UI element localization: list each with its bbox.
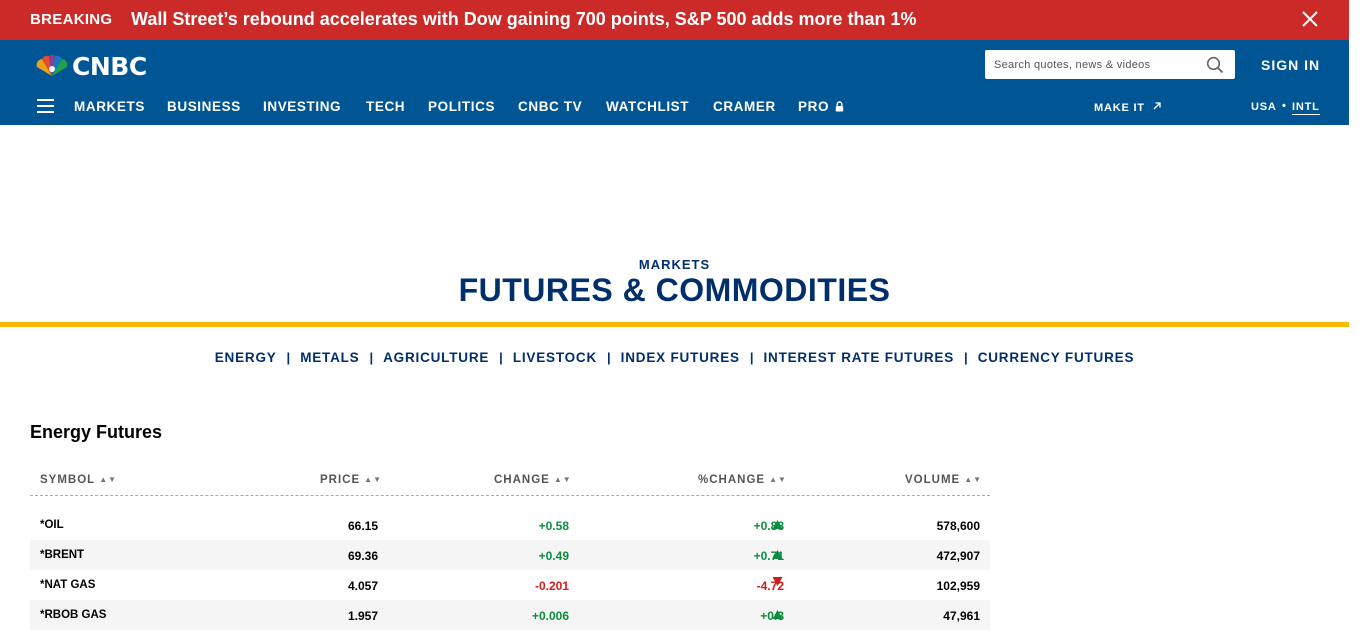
make-it-label: MAKE IT xyxy=(1094,102,1145,114)
nav-cnbc-tv[interactable]: CNBC TV xyxy=(518,99,583,114)
subnav-agriculture[interactable]: AGRICULTURE xyxy=(383,350,490,365)
nav-business[interactable]: BUSINESS xyxy=(167,99,241,114)
subnav-metals[interactable]: METALS xyxy=(300,350,360,365)
symbol-link[interactable]: *RBOB GAS xyxy=(40,609,107,621)
breaking-tag: BREAKING xyxy=(30,11,113,28)
symbol-link[interactable]: *NAT GAS xyxy=(40,579,96,591)
sign-in-button[interactable]: SIGN IN xyxy=(1261,57,1321,73)
nav-watchlist[interactable]: WATCHLIST xyxy=(606,99,690,114)
region-intl[interactable]: INTL xyxy=(1292,101,1320,115)
subnav-currency-futures[interactable]: CURRENCY FUTURES xyxy=(977,350,1135,365)
table-row: *BRENT 69.36 +0.49 +0.71 472,907 xyxy=(30,540,990,570)
subnav-interest-rate-futures[interactable]: INTEREST RATE FUTURES xyxy=(763,350,955,365)
subnav-separator: | xyxy=(607,350,611,365)
make-it-link[interactable]: MAKE IT xyxy=(1094,101,1162,114)
subnav-index-futures[interactable]: INDEX FUTURES xyxy=(620,350,740,365)
column-price[interactable]: PRICE ▲▼ xyxy=(320,474,382,486)
search-icon[interactable] xyxy=(1206,56,1224,74)
section-kicker[interactable]: MARKETS xyxy=(638,257,711,272)
price-cell: 69.36 xyxy=(347,549,378,563)
column-volume-label: VOLUME xyxy=(905,474,961,486)
sort-icon: ▲▼ xyxy=(769,475,787,484)
sort-icon: ▲▼ xyxy=(99,475,118,484)
subnav-energy[interactable]: ENERGY xyxy=(214,350,277,365)
subnav-separator: | xyxy=(286,350,291,365)
subnav-separator: | xyxy=(499,350,503,365)
nav-tech[interactable]: TECH xyxy=(366,99,406,114)
nav-pro-label: PRO xyxy=(798,99,830,114)
down-arrow-icon xyxy=(772,577,783,586)
cnbc-logo[interactable]: CNBC xyxy=(34,51,147,81)
divider xyxy=(0,322,1349,327)
symbol-link[interactable]: *OIL xyxy=(40,519,64,531)
close-icon[interactable] xyxy=(1298,7,1322,31)
column-price-label: PRICE xyxy=(320,474,361,486)
column-symbol[interactable]: SYMBOL ▲▼ xyxy=(40,474,117,486)
price-cell: 66.15 xyxy=(347,519,378,533)
volume-cell: 578,600 xyxy=(936,519,980,533)
price-cell: 1.957 xyxy=(347,609,378,623)
search-input[interactable] xyxy=(985,50,1200,79)
table-body: *OIL 66.15 +0.58 +0.88 578,600 *BRENT 69… xyxy=(30,510,990,630)
sort-icon: ▲▼ xyxy=(964,475,983,484)
volume-cell: 102,959 xyxy=(936,579,980,593)
page-title: FUTURES & COMMODITIES xyxy=(458,272,891,308)
sort-icon: ▲▼ xyxy=(553,475,572,484)
subnav-separator: | xyxy=(369,350,374,365)
up-arrow-icon xyxy=(772,610,783,619)
menu-icon[interactable] xyxy=(37,99,54,113)
subnav-livestock[interactable]: LIVESTOCK xyxy=(512,350,598,365)
column-change[interactable]: CHANGE ▲▼ xyxy=(494,474,572,486)
region-usa[interactable]: USA xyxy=(1251,101,1277,113)
nav-pro[interactable]: PRO xyxy=(798,99,844,114)
table-title: Energy Futures xyxy=(30,422,163,442)
change-cell: +0.49 xyxy=(538,549,569,563)
peacock-icon xyxy=(36,55,68,76)
column-pct-change-label: %CHANGE xyxy=(698,474,766,486)
price-cell: 4.057 xyxy=(347,579,378,593)
volume-cell: 472,907 xyxy=(936,549,980,563)
up-arrow-icon xyxy=(772,550,783,559)
subnav-separator: | xyxy=(964,350,968,365)
region-separator: • xyxy=(1282,100,1286,112)
change-cell: -0.201 xyxy=(534,579,569,593)
nav-politics[interactable]: POLITICS xyxy=(428,99,496,114)
sort-icon: ▲▼ xyxy=(364,475,382,484)
table-header: SYMBOL ▲▼ PRICE ▲▼ CHANGE ▲▼ %CHANGE ▲▼ VOLU… xyxy=(30,466,990,496)
logo-wordmark: CNBC xyxy=(72,51,147,81)
change-cell: +0.006 xyxy=(531,609,569,623)
nav-markets[interactable]: MARKETS xyxy=(74,99,145,114)
external-arrow-icon xyxy=(1153,102,1161,110)
nav-investing[interactable]: INVESTING xyxy=(263,99,342,114)
volume-cell: 47,961 xyxy=(943,609,980,623)
futures-subnav: ENERGY | METALS | AGRICULTURE | LIVESTOCK | INDE… xyxy=(0,349,1349,367)
up-arrow-icon xyxy=(772,520,783,529)
site-header: CNBC SIGN IN MARKETS BUSINESS INVESTING … xyxy=(0,40,1349,125)
table-row: *OIL 66.15 +0.58 +0.88 578,600 xyxy=(30,510,990,540)
subnav-separator: | xyxy=(749,350,754,365)
column-change-label: CHANGE xyxy=(494,474,550,486)
nav-cramer[interactable]: CRAMER xyxy=(713,99,776,114)
breaking-news-bar: BREAKING Wall Street’s rebound accelerat… xyxy=(0,0,1349,40)
symbol-link[interactable]: *BRENT xyxy=(40,549,85,561)
table-row: *RBOB GAS 1.957 +0.006 +0.3 47,961 xyxy=(30,600,990,630)
breaking-headline[interactable]: Wall Street’s rebound accelerates with D… xyxy=(131,9,917,29)
table-row: *NAT GAS 4.057 -0.201 -4.72 102,959 xyxy=(30,570,990,600)
energy-futures-table: SYMBOL ▲▼ PRICE ▲▼ CHANGE ▲▼ %CHANGE ▲▼ VOLU… xyxy=(30,466,990,630)
lock-icon xyxy=(836,101,844,112)
column-symbol-label: SYMBOL xyxy=(40,474,96,486)
column-pct-change[interactable]: %CHANGE ▲▼ xyxy=(698,474,787,486)
change-cell: +0.58 xyxy=(538,519,569,533)
search-box[interactable] xyxy=(985,50,1235,79)
column-volume[interactable]: VOLUME ▲▼ xyxy=(905,474,982,486)
